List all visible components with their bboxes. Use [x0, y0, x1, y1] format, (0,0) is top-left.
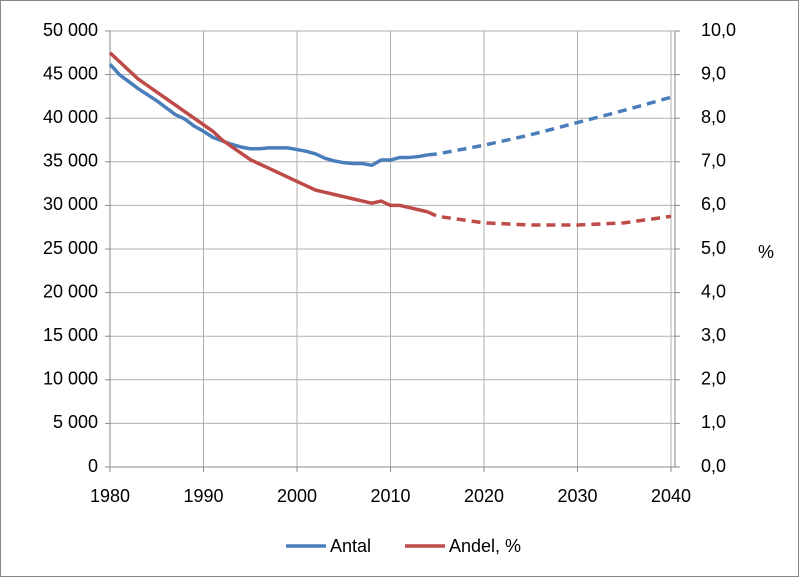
y2-tick-label: 5,0 — [701, 238, 726, 258]
y-tick-label: 45 000 — [43, 63, 98, 83]
y2-tick-label: 6,0 — [701, 194, 726, 214]
series-line — [108, 51, 429, 214]
legend-label: Andel, % — [449, 536, 521, 556]
y2-tick-label: 8,0 — [701, 107, 726, 127]
y-tick-label: 35 000 — [43, 151, 98, 171]
series-line-dashed — [427, 210, 672, 227]
y2-tick-label: 1,0 — [701, 412, 726, 432]
x-tick-label: 2020 — [464, 486, 504, 506]
y2-tick-label: 2,0 — [701, 369, 726, 389]
y-tick-label: 40 000 — [43, 107, 98, 127]
y-tick-label: 25 000 — [43, 238, 98, 258]
y2-tick-label: 7,0 — [701, 151, 726, 171]
series-line — [108, 62, 429, 168]
y2-tick-label: 0,0 — [701, 456, 726, 476]
y2-tick-label: 9,0 — [701, 63, 726, 83]
y2-tick-label: 10,0 — [701, 20, 736, 40]
x-tick-label: 1990 — [183, 486, 223, 506]
x-tick-label: 2040 — [651, 486, 691, 506]
series-line-dashed — [427, 95, 672, 157]
y-tick-label: 5 000 — [53, 412, 98, 432]
y-tick-label: 30 000 — [43, 194, 98, 214]
x-tick-label: 2000 — [277, 486, 317, 506]
x-tick-label: 2030 — [557, 486, 597, 506]
y-tick-label: 10 000 — [43, 369, 98, 389]
x-tick-label: 2010 — [370, 486, 410, 506]
y2-tick-label: 4,0 — [701, 281, 726, 301]
legend-label: Antal — [330, 536, 371, 556]
y-tick-label: 0 — [88, 456, 98, 476]
y2-axis-label: % — [758, 242, 774, 262]
y-tick-label: 15 000 — [43, 325, 98, 345]
y-tick-label: 50 000 — [43, 20, 98, 40]
y2-tick-label: 3,0 — [701, 325, 726, 345]
x-tick-label: 1980 — [90, 486, 130, 506]
y-tick-label: 20 000 — [43, 281, 98, 301]
